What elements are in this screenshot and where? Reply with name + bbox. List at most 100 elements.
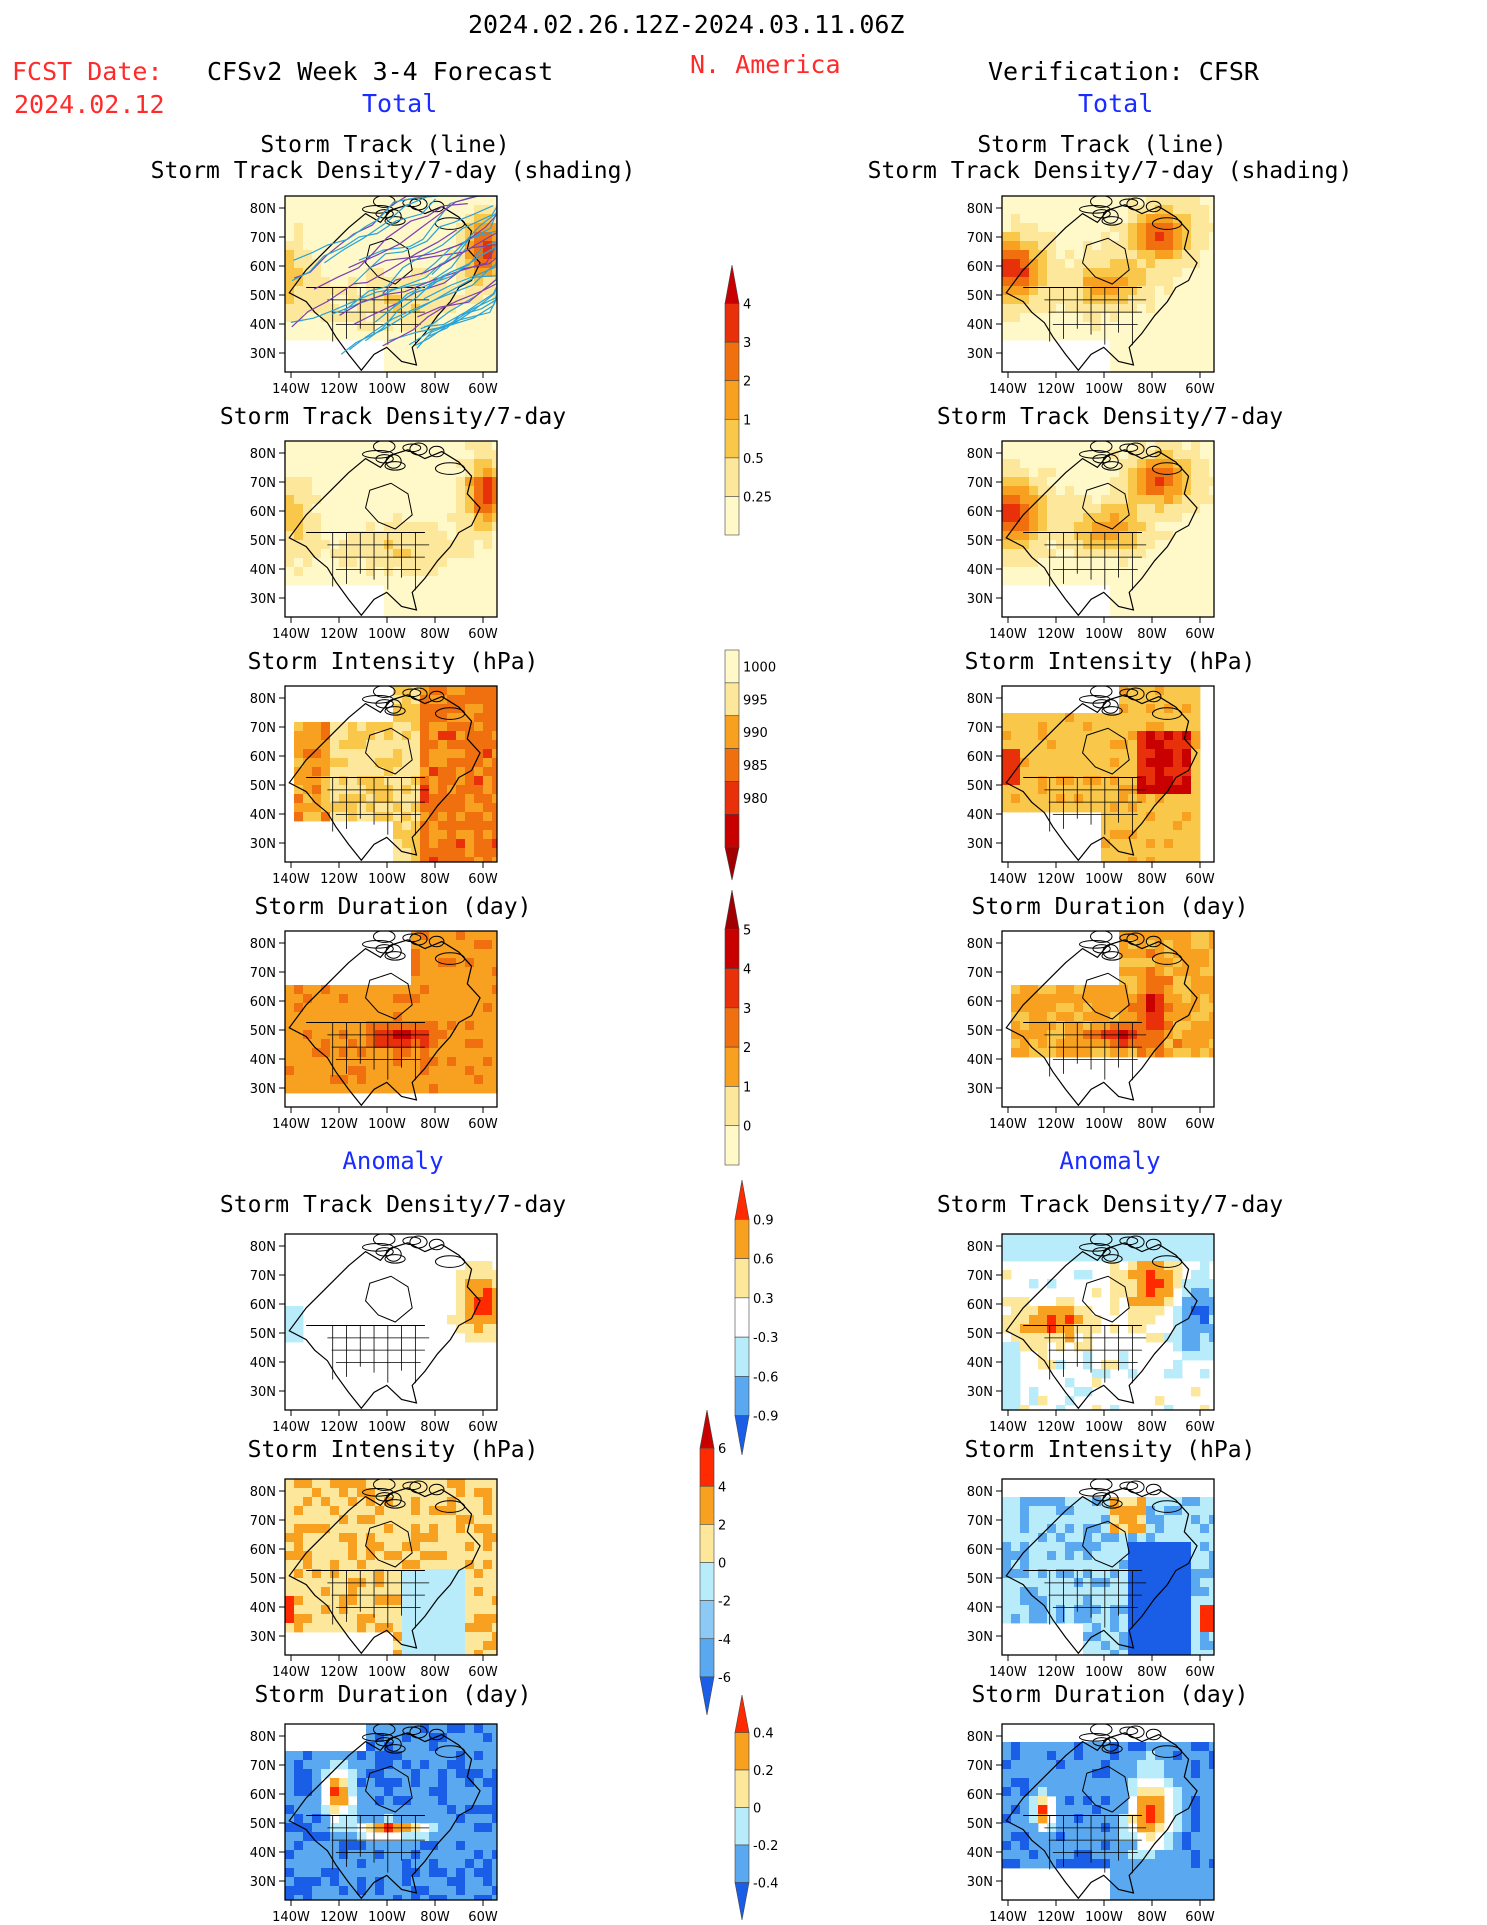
lat-tick-label: 80N xyxy=(250,1485,276,1500)
lon-tick-label: 60W xyxy=(468,627,498,642)
lat-tick-label: 30N xyxy=(967,1875,993,1890)
title-intensity-anom-right: Storm Intensity (hPa) xyxy=(964,1437,1256,1463)
lon-tick-label: 140W xyxy=(989,627,1027,642)
colorbar-label: 0.3 xyxy=(753,1292,774,1307)
colorbar-label: 1 xyxy=(743,413,751,428)
title-track-shading-left: Storm Track Density/7-day (shading) xyxy=(150,158,636,184)
lon-tick-label: 140W xyxy=(989,1665,1027,1680)
lon-tick-label: 120W xyxy=(1037,1420,1075,1435)
title-track-line-left: Storm Track (line) xyxy=(260,132,510,158)
lon-tick-label: 100W xyxy=(368,872,406,887)
lat-tick-label: 50N xyxy=(250,534,276,549)
colorbar-label: -0.3 xyxy=(753,1331,778,1346)
lat-tick-label: 30N xyxy=(967,347,993,362)
lat-tick-label: 80N xyxy=(250,937,276,952)
lon-tick-label: 100W xyxy=(368,1910,406,1925)
map-panel-tot_intensity: 80N 70N 60N 50N 40N 30N 140W 120W 100W 80W 60W xyxy=(250,685,498,887)
lon-tick-label: 100W xyxy=(1085,1420,1123,1435)
lon-tick-label: 120W xyxy=(320,382,358,397)
lat-tick-label: 70N xyxy=(250,231,276,246)
lat-tick-label: 50N xyxy=(250,779,276,794)
lat-tick-label: 60N xyxy=(250,1298,276,1313)
map-panel-tot_duration_a: 80N 70N 60N 50N 40N 30N 140W 120W 100W 80W 60W xyxy=(250,1723,498,1925)
colorbar-duration-total: 5 4 3 2 1 0 xyxy=(724,889,751,1166)
lat-tick-label: 50N xyxy=(967,1024,993,1039)
lat-tick-label: 70N xyxy=(250,476,276,491)
lat-tick-label: 60N xyxy=(967,260,993,275)
colorbar-label: 0.25 xyxy=(743,490,772,505)
lat-tick-label: 60N xyxy=(250,505,276,520)
lon-tick-label: 60W xyxy=(1185,1910,1215,1925)
region-title: N. America xyxy=(690,50,841,79)
lat-tick-label: 50N xyxy=(250,1572,276,1587)
colorbar-intensity-total: 1000 995 990 985 980 xyxy=(724,649,776,881)
lat-tick-label: 70N xyxy=(250,1759,276,1774)
lon-tick-label: 60W xyxy=(1185,1665,1215,1680)
total-label-left: Total xyxy=(362,89,438,118)
lon-tick-label: 60W xyxy=(468,1420,498,1435)
lon-tick-label: 120W xyxy=(320,1665,358,1680)
lon-tick-label: 140W xyxy=(272,1910,310,1925)
lon-tick-label: 80W xyxy=(420,1420,450,1435)
lat-tick-label: 60N xyxy=(967,1298,993,1313)
lon-tick-label: 80W xyxy=(1137,1420,1167,1435)
colorbar-label: 3 xyxy=(743,1002,751,1017)
lat-tick-label: 40N xyxy=(250,1053,276,1068)
lat-tick-label: 80N xyxy=(250,1730,276,1745)
lat-tick-label: 70N xyxy=(967,231,993,246)
map-panel-tot_density_a: 80N 70N 60N 50N 40N 30N 140W 120W 100W 80W 60W xyxy=(250,1233,498,1435)
lat-tick-label: 60N xyxy=(967,505,993,520)
lat-tick-label: 80N xyxy=(967,1485,993,1500)
lon-tick-label: 60W xyxy=(468,1665,498,1680)
lon-tick-label: 100W xyxy=(1085,627,1123,642)
lat-tick-label: 60N xyxy=(250,750,276,765)
lon-tick-label: 60W xyxy=(468,872,498,887)
lat-tick-label: 30N xyxy=(967,1385,993,1400)
lat-tick-label: 50N xyxy=(250,289,276,304)
lon-tick-label: 140W xyxy=(272,872,310,887)
title-intensity-right: Storm Intensity (hPa) xyxy=(964,649,1256,675)
lon-tick-label: 60W xyxy=(468,1117,498,1132)
lat-tick-label: 80N xyxy=(967,202,993,217)
lat-tick-label: 80N xyxy=(967,1240,993,1255)
lon-tick-label: 140W xyxy=(272,1665,310,1680)
lat-tick-label: 70N xyxy=(967,721,993,736)
lat-tick-label: 50N xyxy=(967,534,993,549)
lat-tick-label: 30N xyxy=(967,592,993,607)
lon-tick-label: 100W xyxy=(1085,1910,1123,1925)
lat-tick-label: 30N xyxy=(250,1385,276,1400)
map-panel-ver_duration_a: 80N 70N 60N 50N 40N 30N 140W 120W 100W 80W 60W xyxy=(967,1723,1215,1925)
colorbar-label: 2 xyxy=(718,1518,726,1533)
lat-tick-label: 50N xyxy=(250,1024,276,1039)
colorbar-duration-anom: 0.4 0.2 0 -0.2 -0.4 xyxy=(734,1694,778,1921)
colorbar-density-total: 4 3 2 1 0.5 0.25 xyxy=(724,264,772,536)
title-intensity-anom-left: Storm Intensity (hPa) xyxy=(247,1437,539,1463)
colorbar-label: 0.6 xyxy=(753,1253,774,1268)
anomaly-label-right: Anomaly xyxy=(1059,1147,1161,1175)
lon-tick-label: 140W xyxy=(272,1420,310,1435)
lat-tick-label: 60N xyxy=(967,1543,993,1558)
lon-tick-label: 100W xyxy=(368,382,406,397)
colorbar-label: 4 xyxy=(718,1480,726,1495)
lat-tick-label: 40N xyxy=(967,1356,993,1371)
lon-tick-label: 100W xyxy=(1085,382,1123,397)
lon-tick-label: 80W xyxy=(420,1117,450,1132)
map-panel-ver_density: 80N 70N 60N 50N 40N 30N 140W 120W 100W 80W 60W xyxy=(967,195,1215,397)
colorbar-label: 1 xyxy=(743,1080,751,1095)
title-track-line-right: Storm Track (line) xyxy=(977,132,1227,158)
map-panel-ver_density: 80N 70N 60N 50N 40N 30N 140W 120W 100W 80W 60W xyxy=(967,440,1215,642)
colorbar-label: 0 xyxy=(753,1802,761,1817)
lon-tick-label: 80W xyxy=(420,382,450,397)
lat-tick-label: 60N xyxy=(250,1788,276,1803)
map-panel-tot_intensity_a: 80N 70N 60N 50N 40N 30N 140W 120W 100W 80W 60W xyxy=(250,1478,498,1680)
map-panel-ver_duration: 80N 70N 60N 50N 40N 30N 140W 120W 100W 80W 60W xyxy=(967,930,1215,1132)
lat-tick-label: 80N xyxy=(250,692,276,707)
lon-tick-label: 100W xyxy=(1085,1117,1123,1132)
lon-tick-label: 120W xyxy=(320,627,358,642)
lon-tick-label: 140W xyxy=(989,872,1027,887)
colorbar-label: 2 xyxy=(743,1041,751,1056)
title-intensity-left: Storm Intensity (hPa) xyxy=(247,649,539,675)
lat-tick-label: 70N xyxy=(967,1514,993,1529)
lon-tick-label: 100W xyxy=(368,627,406,642)
